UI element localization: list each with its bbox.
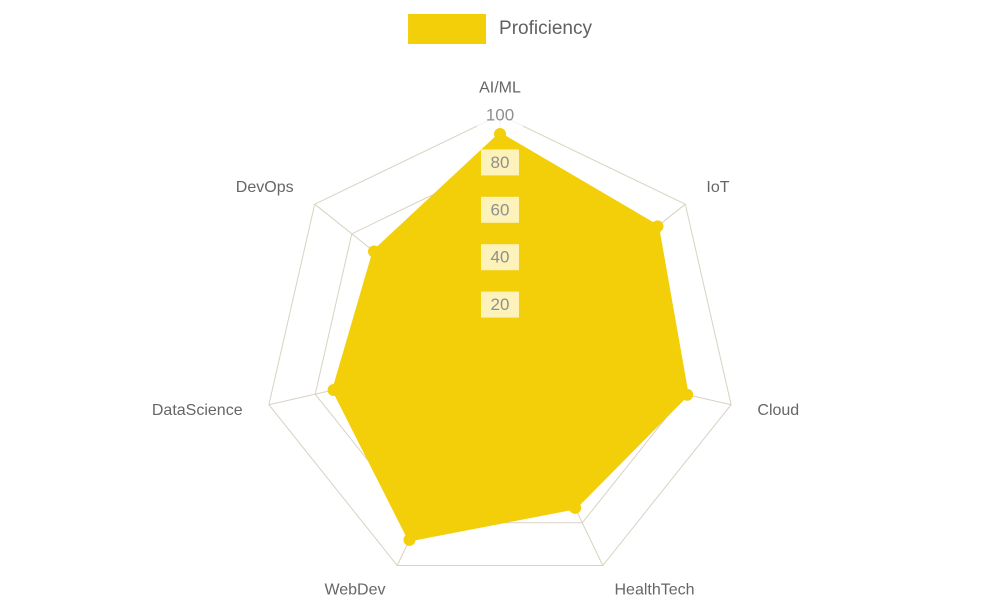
legend[interactable]: Proficiency bbox=[408, 14, 592, 44]
axis-label-DevOps: DevOps bbox=[236, 179, 294, 196]
tick-label-20: 20 bbox=[491, 295, 510, 314]
axis-label-WebDev: WebDev bbox=[324, 581, 385, 598]
tick-label-bg-60 bbox=[481, 196, 519, 223]
data-point-HealthTech[interactable] bbox=[569, 501, 582, 514]
axis-label-AI/ML: AI/ML bbox=[479, 80, 521, 97]
tick-label-bg-100 bbox=[477, 102, 523, 128]
tick-label-60: 60 bbox=[491, 200, 510, 219]
data-point-DevOps[interactable] bbox=[368, 245, 380, 258]
legend-label[interactable]: Proficiency bbox=[499, 18, 592, 39]
tick-label-80: 80 bbox=[491, 153, 510, 172]
axis-label-Cloud: Cloud bbox=[757, 402, 799, 419]
data-point-IoT[interactable] bbox=[651, 220, 664, 233]
axis-label-DataScience: DataScience bbox=[152, 402, 243, 419]
tick-label-40: 40 bbox=[491, 248, 510, 267]
tick-label-bg-20 bbox=[481, 291, 519, 318]
data-point-Cloud[interactable] bbox=[681, 388, 694, 401]
tick-label-bg-80 bbox=[481, 149, 519, 176]
grid-ring-100 bbox=[268, 114, 732, 566]
axis-label-IoT: IoT bbox=[706, 179, 729, 196]
data-point-DataScience[interactable] bbox=[327, 384, 340, 396]
axis-label-HealthTech: HealthTech bbox=[615, 581, 695, 598]
legend-swatch[interactable] bbox=[408, 14, 487, 44]
tick-label-bg-40 bbox=[481, 244, 519, 271]
data-point-WebDev[interactable] bbox=[403, 533, 416, 546]
tick-label-100: 100 bbox=[486, 106, 514, 125]
series-area-proficiency[interactable] bbox=[332, 132, 689, 542]
data-point-AI/ML[interactable] bbox=[494, 128, 506, 140]
